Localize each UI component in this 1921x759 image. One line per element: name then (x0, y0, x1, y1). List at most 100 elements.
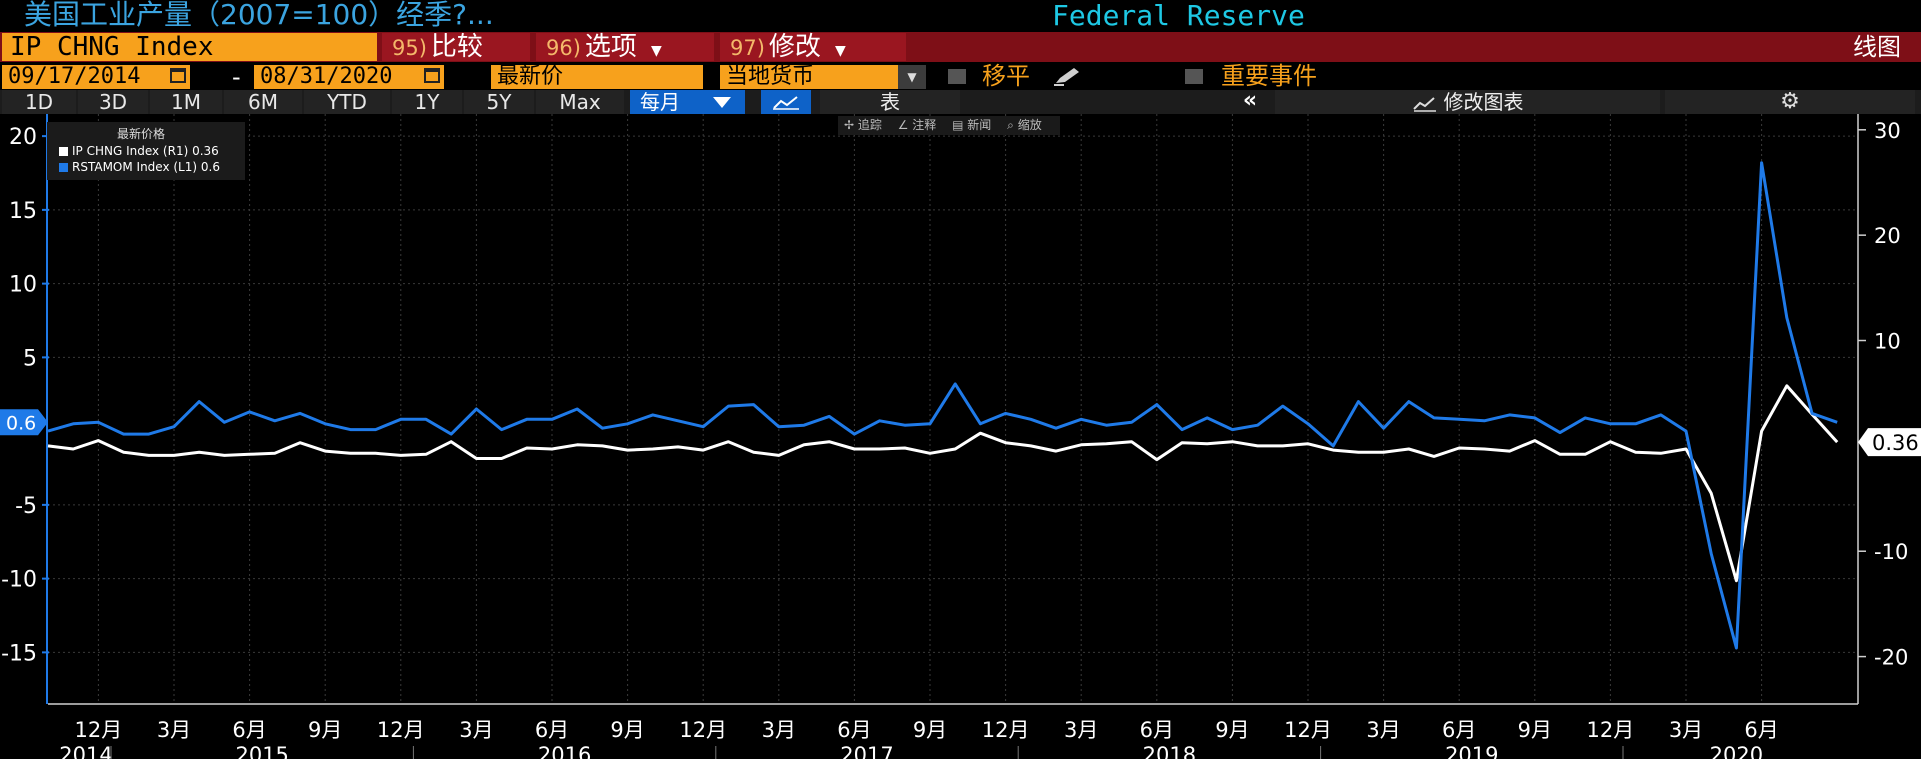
compare-button[interactable]: 95) 比较 (382, 33, 530, 61)
period-3d-button[interactable]: 3D (78, 90, 148, 114)
left-tick-label: -10 (1, 568, 37, 593)
modify-chart-label: 修改图表 (1443, 90, 1524, 114)
year-label: 2019 (1445, 743, 1498, 759)
x-tick-label: 6月 (535, 718, 569, 742)
legend-label: RSTAMOM Index (L1) 0.6 (72, 160, 220, 174)
period-max-button[interactable]: Max (536, 90, 624, 114)
modify-number: 97) (730, 36, 765, 60)
modify-chart-button[interactable]: 修改图表 (1275, 90, 1660, 114)
x-tick-label: 3月 (1064, 718, 1098, 742)
options-number: 96) (546, 36, 581, 60)
zoom-tool[interactable]: ⌕ 缩放 (1007, 118, 1042, 132)
calendar-icon[interactable] (170, 68, 186, 83)
period-6m-button[interactable]: 6M (224, 90, 302, 114)
x-tick-label: 12月 (377, 718, 425, 742)
table-view-button[interactable]: 表 (820, 90, 960, 114)
moving-average-checkbox[interactable] (948, 69, 966, 84)
start-date-field[interactable]: 09/17/2014 (2, 65, 190, 89)
data-source: Federal Reserve (1052, 0, 1305, 32)
right-tick-label: 20 (1874, 224, 1901, 248)
x-axis: 12月 3月 6月 9月 12月 3月 6月 9月 12月 3月 6月 9月 12月 3月 6月 9月 12月 3… (48, 703, 1858, 759)
left-last-value-tag: 0.6 (0, 409, 48, 436)
frequency-label: 每月 (640, 90, 680, 114)
right-last-value-label: 0.36 (1872, 431, 1919, 455)
year-label: 2018 (1143, 743, 1196, 759)
legend-item-ip[interactable]: IP CHNG Index (R1) 0.36 (59, 144, 219, 158)
period-1d-button[interactable]: 1D (2, 90, 76, 114)
x-tick-label: 6月 (1744, 718, 1778, 742)
x-tick-label: 3月 (459, 718, 493, 742)
left-tick-label: -15 (1, 641, 37, 666)
price-field-select[interactable]: 最新价 (491, 65, 703, 89)
series-line (47, 161, 1838, 650)
bar-chart-icon (1412, 96, 1436, 112)
year-label: 2014 (59, 743, 112, 759)
pencil-icon[interactable] (1052, 66, 1082, 86)
legend-item-rsta[interactable]: RSTAMOM Index (L1) 0.6 (59, 160, 220, 174)
year-label: 2017 (840, 743, 893, 759)
x-tick-label: 12月 (679, 718, 727, 742)
left-tick-label: -5 (15, 494, 37, 519)
x-tick-label: 3月 (762, 718, 796, 742)
x-tick-label: 9月 (1518, 718, 1552, 742)
annotate-label: 注释 (912, 118, 937, 132)
x-tick-label: 6月 (1140, 718, 1174, 742)
modify-label: 修改 (768, 32, 821, 62)
period-1y-button[interactable]: 1Y (392, 90, 462, 114)
chart-tools-bar: ✢ 追踪 ∠ 注释 ▤ 新闻 ⌕ 缩放 (838, 116, 1060, 135)
news-tool[interactable]: ▤ 新闻 (952, 118, 992, 132)
x-tick-label: 9月 (913, 718, 947, 742)
x-tick-label: 6月 (837, 718, 871, 742)
news-label: 新闻 (967, 118, 992, 132)
right-tick-label: -10 (1874, 540, 1908, 564)
end-date-field[interactable]: 08/31/2020 (254, 65, 444, 89)
x-tick-label: 12月 (1284, 718, 1332, 742)
x-tick-label: 3月 (1366, 718, 1400, 742)
crosshair-label: 追踪 (857, 118, 882, 132)
right-last-value-bg (1858, 428, 1921, 457)
ticker-input[interactable]: IP CHNG Index (2, 33, 377, 61)
chart-type-label: 线图 (1853, 33, 1901, 61)
key-events-checkbox[interactable] (1185, 69, 1203, 84)
legend-title: 最新价格 (117, 127, 166, 141)
zoom-label: 缩放 (1017, 118, 1042, 132)
period-1m-button[interactable]: 1M (150, 90, 222, 114)
currency-select[interactable]: 当地货币 (720, 65, 898, 89)
crosshair-tool[interactable]: ✢ 追踪 (844, 118, 882, 132)
right-last-value-tag: 0.36 (1858, 428, 1921, 457)
compare-label: 比较 (430, 32, 483, 62)
start-date-value: 09/17/2014 (8, 64, 141, 89)
chevron-down-icon[interactable]: ▼ (898, 65, 926, 89)
right-tick-label: 30 (1874, 119, 1901, 143)
chevron-down-icon: ▼ (834, 43, 846, 59)
compare-number: 95) (392, 36, 427, 60)
x-tick-label: 9月 (308, 718, 342, 742)
period-5y-button[interactable]: 5Y (464, 90, 534, 114)
gear-icon[interactable]: ⚙ (1665, 90, 1915, 114)
year-label: 2016 (538, 743, 591, 759)
left-last-value-bg (0, 409, 48, 436)
end-date-value: 08/31/2020 (260, 64, 393, 89)
legend-label: IP CHNG Index (R1) 0.36 (72, 144, 219, 158)
collapse-icon[interactable]: « (1242, 88, 1258, 113)
x-tick-label: 6月 (232, 718, 266, 742)
period-ytd-button[interactable]: YTD (304, 90, 390, 114)
date-separator: - (232, 63, 241, 91)
chart-legend: 最新价格 IP CHNG Index (R1) 0.36 RSTAMOM Ind… (47, 122, 245, 180)
line-chart-icon[interactable] (761, 90, 811, 114)
right-axis: 30 20 10 -10 -20 0.36 (1857, 114, 1921, 704)
left-tick-label: 5 (23, 346, 37, 371)
options-button[interactable]: 96) 选项 ▼ (536, 33, 714, 61)
modify-button[interactable]: 97) 修改 ▼ (720, 33, 906, 61)
x-tick-label: 12月 (1587, 718, 1635, 742)
chevron-down-icon: ▼ (650, 43, 662, 59)
x-tick-label: 9月 (610, 718, 644, 742)
x-tick-label: 12月 (75, 718, 123, 742)
chart-grid (48, 114, 1858, 704)
x-tick-label: 12月 (982, 718, 1030, 742)
year-label: 2020 (1710, 743, 1763, 759)
annotate-tool[interactable]: ∠ 注释 (897, 118, 937, 132)
calendar-icon[interactable] (424, 68, 440, 83)
frequency-dropdown[interactable]: 每月 (630, 90, 745, 114)
